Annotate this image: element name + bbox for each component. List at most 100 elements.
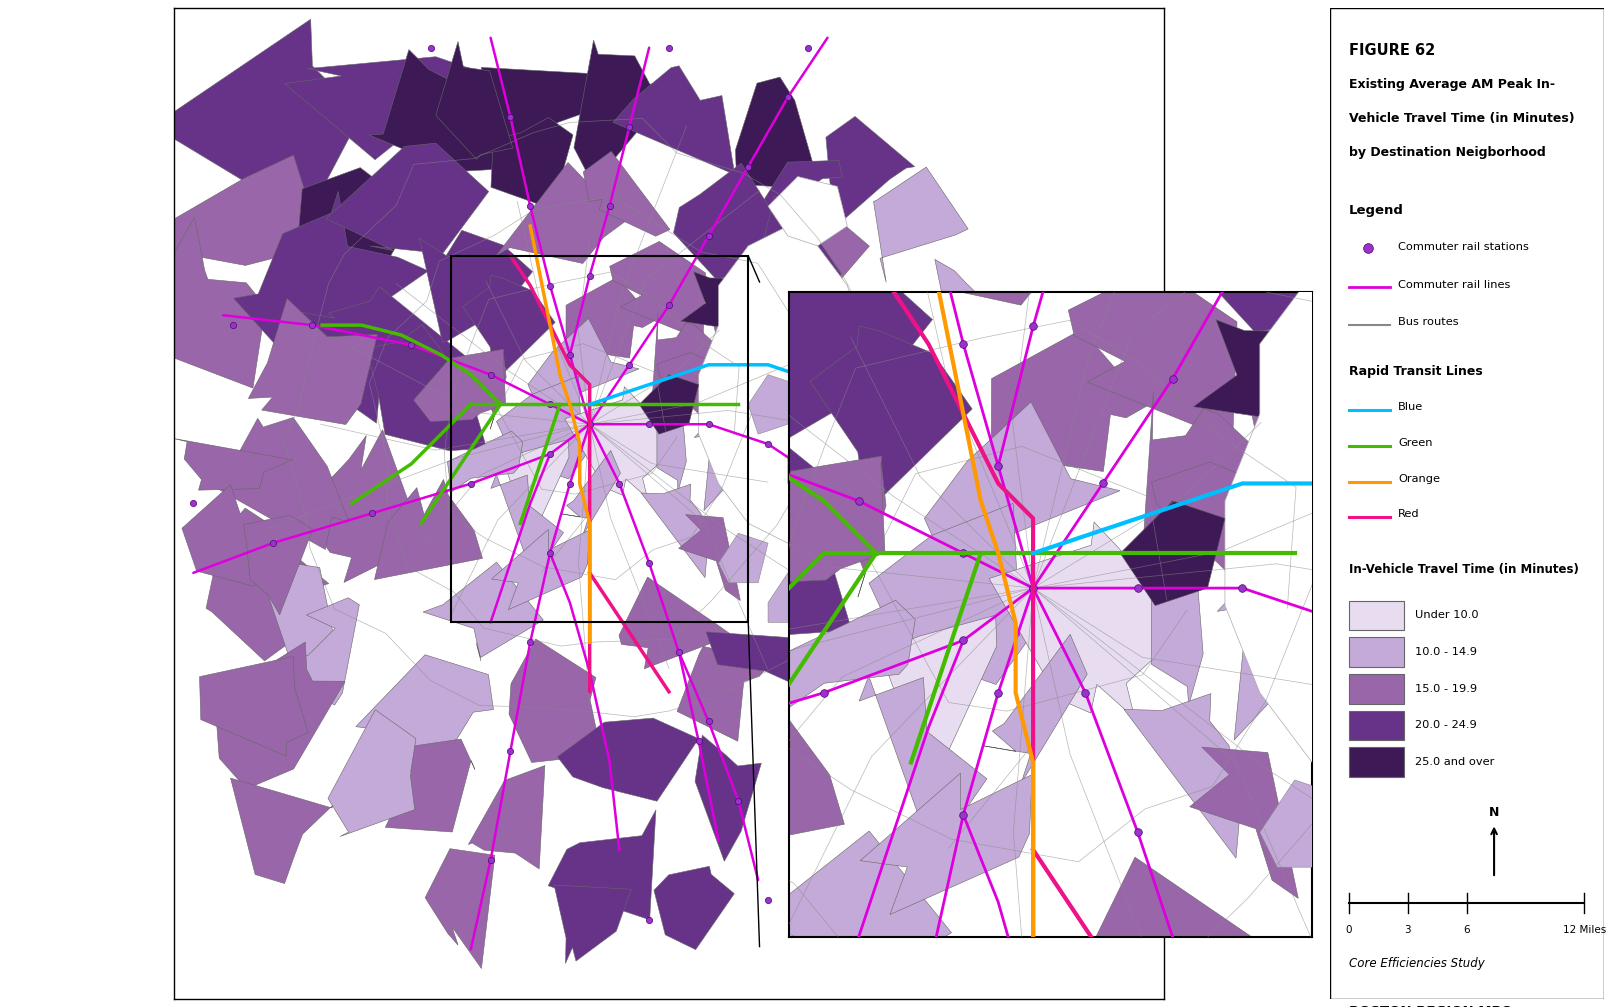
Polygon shape — [992, 329, 1166, 471]
Polygon shape — [1069, 267, 1236, 440]
Polygon shape — [491, 118, 573, 209]
Text: 12 Miles: 12 Miles — [1563, 924, 1607, 934]
Polygon shape — [1293, 444, 1406, 554]
Polygon shape — [568, 94, 855, 288]
Polygon shape — [483, 346, 815, 586]
Polygon shape — [486, 893, 628, 1007]
Polygon shape — [385, 739, 475, 832]
Polygon shape — [1449, 46, 1605, 231]
Polygon shape — [356, 655, 494, 756]
Polygon shape — [295, 167, 428, 300]
Text: Bus routes: Bus routes — [1397, 317, 1459, 327]
Polygon shape — [1022, 108, 1174, 257]
Text: by Destination Neigborhood: by Destination Neigborhood — [1349, 146, 1546, 159]
Polygon shape — [375, 479, 483, 580]
Polygon shape — [818, 434, 857, 483]
Polygon shape — [737, 342, 802, 405]
Polygon shape — [1074, 0, 1288, 149]
Polygon shape — [214, 642, 345, 788]
Polygon shape — [1151, 462, 1346, 630]
Bar — [1349, 711, 1404, 740]
Polygon shape — [654, 685, 844, 861]
Polygon shape — [420, 231, 533, 342]
Polygon shape — [230, 778, 333, 883]
Polygon shape — [657, 352, 768, 448]
Text: 15.0 - 19.9: 15.0 - 19.9 — [1415, 684, 1476, 694]
Polygon shape — [567, 277, 665, 357]
Polygon shape — [560, 450, 620, 536]
Text: Commuter rail lines: Commuter rail lines — [1397, 280, 1510, 290]
Text: Green: Green — [1397, 438, 1433, 448]
Polygon shape — [1497, 653, 1610, 790]
Polygon shape — [1180, 129, 1367, 358]
Polygon shape — [860, 48, 1003, 209]
Polygon shape — [678, 646, 771, 741]
Polygon shape — [728, 196, 842, 316]
Text: Commuter rail stations: Commuter rail stations — [1397, 242, 1530, 252]
Text: 3: 3 — [1404, 924, 1412, 934]
Polygon shape — [357, 748, 573, 1005]
Polygon shape — [736, 78, 815, 186]
Polygon shape — [890, 967, 1046, 1007]
Polygon shape — [1238, 954, 1463, 1007]
Polygon shape — [1261, 465, 1449, 700]
Text: 20.0 - 24.9: 20.0 - 24.9 — [1415, 720, 1476, 730]
Text: 0: 0 — [1346, 924, 1352, 934]
Polygon shape — [433, 367, 658, 589]
Bar — [1349, 600, 1404, 630]
Polygon shape — [1312, 500, 1399, 605]
Polygon shape — [130, 155, 378, 266]
Polygon shape — [1348, 850, 1417, 937]
Polygon shape — [491, 530, 589, 609]
Polygon shape — [448, 431, 523, 492]
Polygon shape — [1348, 152, 1486, 274]
Polygon shape — [496, 0, 877, 123]
Polygon shape — [1323, 176, 1525, 351]
Polygon shape — [171, 438, 293, 490]
Text: Blue: Blue — [1397, 403, 1423, 413]
Polygon shape — [374, 972, 602, 1007]
Polygon shape — [699, 226, 868, 543]
Polygon shape — [464, 831, 601, 1007]
Polygon shape — [554, 885, 631, 964]
Polygon shape — [863, 575, 929, 640]
Polygon shape — [206, 515, 328, 661]
Polygon shape — [755, 160, 842, 217]
Polygon shape — [768, 176, 847, 246]
Polygon shape — [935, 260, 1001, 335]
Text: In-Vehicle Travel Time (in Minutes): In-Vehicle Travel Time (in Minutes) — [1349, 563, 1579, 576]
Polygon shape — [826, 117, 914, 221]
Polygon shape — [762, 0, 898, 122]
Text: Vehicle Travel Time (in Minutes): Vehicle Travel Time (in Minutes) — [1349, 112, 1575, 125]
Polygon shape — [768, 573, 808, 622]
Polygon shape — [496, 377, 591, 479]
Text: Legend: Legend — [1349, 204, 1404, 218]
Polygon shape — [1513, 853, 1610, 969]
Polygon shape — [243, 516, 312, 615]
Polygon shape — [525, 598, 741, 867]
Polygon shape — [316, 695, 469, 874]
Polygon shape — [1005, 0, 1193, 166]
Polygon shape — [641, 484, 707, 578]
Polygon shape — [296, 612, 510, 704]
Polygon shape — [755, 190, 869, 290]
Polygon shape — [557, 718, 699, 802]
Polygon shape — [705, 631, 834, 683]
Polygon shape — [526, 318, 639, 407]
Polygon shape — [982, 634, 1087, 783]
Polygon shape — [406, 178, 749, 482]
Polygon shape — [436, 41, 514, 159]
Text: Existing Average AM Peak In-: Existing Average AM Peak In- — [1349, 79, 1555, 92]
Polygon shape — [280, 598, 359, 705]
Polygon shape — [823, 462, 886, 597]
Polygon shape — [881, 615, 997, 770]
Polygon shape — [225, 115, 660, 308]
Polygon shape — [818, 504, 887, 583]
Bar — [1349, 747, 1404, 777]
Polygon shape — [1275, 187, 1476, 397]
Polygon shape — [233, 191, 428, 365]
Polygon shape — [285, 56, 501, 160]
Text: Rapid Transit Lines: Rapid Transit Lines — [1349, 365, 1483, 378]
Polygon shape — [219, 418, 349, 550]
Polygon shape — [694, 399, 770, 511]
